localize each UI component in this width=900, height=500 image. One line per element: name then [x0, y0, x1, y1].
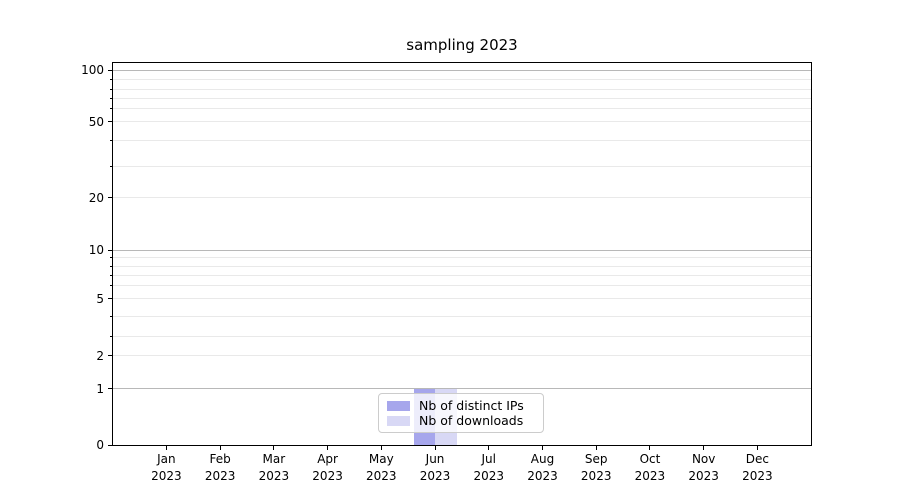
y-tick-mark — [108, 444, 112, 446]
y-tick-label: 50 — [88, 114, 104, 129]
chart-title: sampling 2023 — [406, 36, 518, 54]
x-tick-label-dec: Dec 2023 — [742, 452, 773, 483]
y-tick-mark — [108, 121, 112, 123]
x-tick-label-oct: Oct 2023 — [634, 452, 666, 483]
x-tick-label-nov: Nov 2023 — [688, 452, 719, 483]
y-minor-gridline — [113, 265, 811, 267]
y-gridline-10 — [113, 249, 811, 251]
y-minor-gridline — [113, 108, 811, 110]
y-minor-tick-mark — [110, 257, 112, 259]
y-minor-tick-mark — [110, 285, 112, 287]
y-minor-tick-mark — [110, 78, 112, 80]
y-gridline-1 — [113, 388, 811, 390]
x-tick-label-aug: Aug 2023 — [527, 452, 558, 483]
x-tick-label-jan: Jan 2023 — [151, 452, 182, 483]
x-tick-mark-jul — [488, 446, 490, 450]
x-tick-label-apr: Apr 2023 — [312, 452, 343, 483]
y-minor-gridline — [113, 88, 811, 90]
y-tick-label: 20 — [88, 190, 104, 205]
y-tick-label: 5 — [96, 291, 104, 306]
y-tick-mark — [108, 355, 112, 357]
plot-area: Nb of distinct IPs Nb of downloads — [112, 62, 812, 446]
y-gridline-5 — [113, 298, 811, 300]
x-tick-label-jun: Jun 2023 — [419, 452, 451, 483]
x-tick-mark-nov — [703, 446, 705, 450]
y-minor-tick-mark — [110, 316, 112, 318]
y-tick-label: 2 — [96, 348, 104, 363]
x-tick-mark-aug — [541, 446, 543, 450]
x-tick-label-jul: Jul 2023 — [473, 452, 505, 483]
y-minor-tick-mark — [110, 335, 112, 337]
y-gridline-20 — [113, 197, 811, 198]
x-tick-label-mar: Mar 2023 — [258, 452, 290, 483]
y-minor-gridline — [113, 139, 811, 141]
x-tick-mark-jun — [434, 446, 436, 450]
y-minor-gridline — [113, 78, 811, 80]
y-minor-gridline — [113, 335, 811, 337]
y-tick-mark — [108, 197, 112, 198]
legend-item-distinct-ips: Nb of distinct IPs — [387, 398, 535, 413]
y-minor-gridline — [113, 98, 811, 100]
y-minor-tick-mark — [110, 139, 112, 141]
y-minor-tick-mark — [110, 275, 112, 277]
y-tick-label: 10 — [88, 243, 104, 258]
x-tick-mark-oct — [649, 446, 651, 450]
x-tick-mark-may — [380, 446, 382, 450]
y-minor-tick-mark — [110, 98, 112, 100]
x-tick-label-may: May 2023 — [366, 452, 397, 483]
y-tick-mark — [108, 298, 112, 300]
legend-label-downloads: Nb of downloads — [419, 413, 524, 428]
x-tick-mark-apr — [327, 446, 329, 450]
y-tick-mark — [108, 69, 112, 71]
y-tick-mark — [108, 388, 112, 390]
y-gridline-2 — [113, 355, 811, 357]
legend-item-downloads: Nb of downloads — [387, 413, 535, 428]
x-tick-mark-dec — [756, 446, 758, 450]
y-minor-tick-mark — [110, 88, 112, 90]
y-minor-gridline — [113, 257, 811, 259]
legend-swatch-distinct-ips-icon — [387, 400, 410, 411]
y-tick-label: 0 — [96, 438, 104, 452]
y-minor-tick-mark — [110, 108, 112, 110]
x-tick-label-feb: Feb 2023 — [204, 452, 236, 483]
y-minor-gridline — [113, 166, 811, 168]
y-tick-label: 100 — [81, 63, 104, 78]
y-minor-gridline — [113, 316, 811, 318]
x-tick-mark-sep — [595, 446, 597, 450]
y-minor-gridline — [113, 285, 811, 287]
x-tick-label-sep: Sep 2023 — [580, 452, 612, 483]
y-minor-gridline — [113, 275, 811, 277]
x-tick-mark-jan — [165, 446, 167, 450]
legend-label-distinct-ips: Nb of distinct IPs — [419, 398, 524, 413]
y-tick-label: 1 — [96, 381, 104, 396]
y-gridline-50 — [113, 121, 811, 123]
y-gridline-100 — [113, 69, 811, 71]
x-tick-mark-feb — [219, 446, 221, 450]
y-minor-tick-mark — [110, 166, 112, 168]
x-tick-mark-mar — [273, 446, 275, 450]
y-minor-tick-mark — [110, 265, 112, 267]
legend-swatch-downloads-icon — [387, 415, 410, 426]
legend: Nb of distinct IPs Nb of downloads — [378, 393, 544, 433]
y-tick-mark — [108, 249, 112, 251]
